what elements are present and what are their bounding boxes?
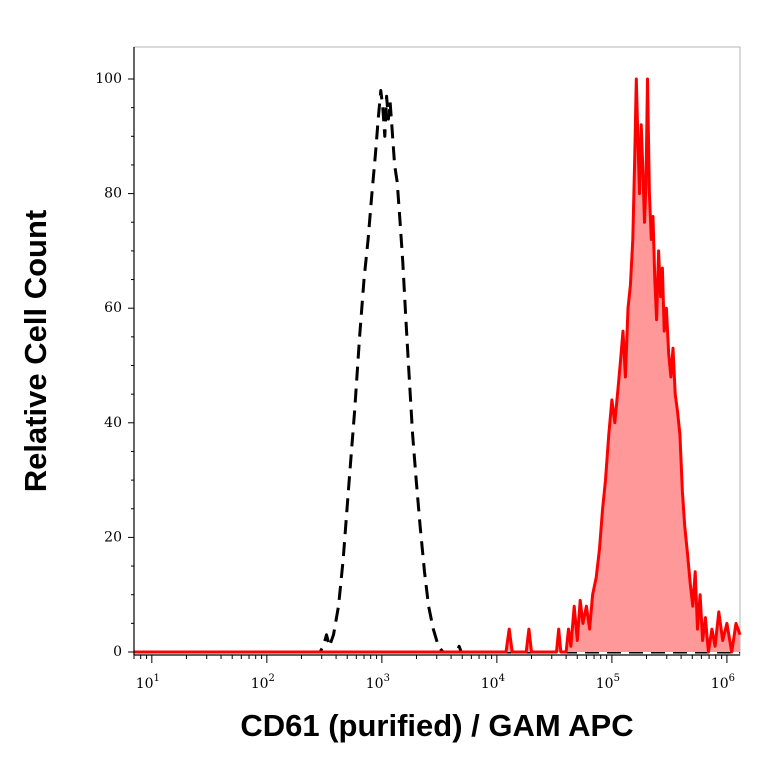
y-tick-label-0: 0	[113, 644, 122, 660]
x-tick-label-4: 105	[596, 673, 620, 692]
x-tick-label-2: 103	[366, 673, 390, 692]
x-tick-label-5: 106	[711, 673, 735, 692]
x-tick-exponent-1: 2	[269, 673, 275, 684]
x-tick-exponent-5: 6	[729, 673, 735, 684]
y-tick-label-2: 40	[104, 415, 122, 431]
series-1-line	[134, 77, 742, 654]
y-tick-label-4: 80	[104, 186, 122, 202]
y-tick-label-1: 20	[104, 529, 122, 545]
x-tick-label-1: 102	[251, 673, 275, 692]
x-tick-label-0: 101	[136, 673, 160, 692]
x-tick-label-3: 104	[481, 673, 505, 692]
series-1-fill	[134, 79, 740, 652]
x-tick-exponent-2: 3	[384, 673, 390, 684]
x-tick-exponent-0: 1	[154, 673, 160, 684]
x-tick-exponent-4: 5	[614, 673, 620, 684]
x-tick-exponent-3: 4	[499, 673, 505, 684]
y-tick-label-3: 60	[104, 300, 122, 316]
y-axis-title: Relative Cell Count	[18, 210, 53, 493]
y-tick-label-5: 100	[95, 71, 122, 87]
series-0-line	[134, 89, 740, 654]
series-layer	[134, 77, 742, 654]
x-axis-title: CD61 (purified) / GAM APC	[240, 708, 633, 743]
